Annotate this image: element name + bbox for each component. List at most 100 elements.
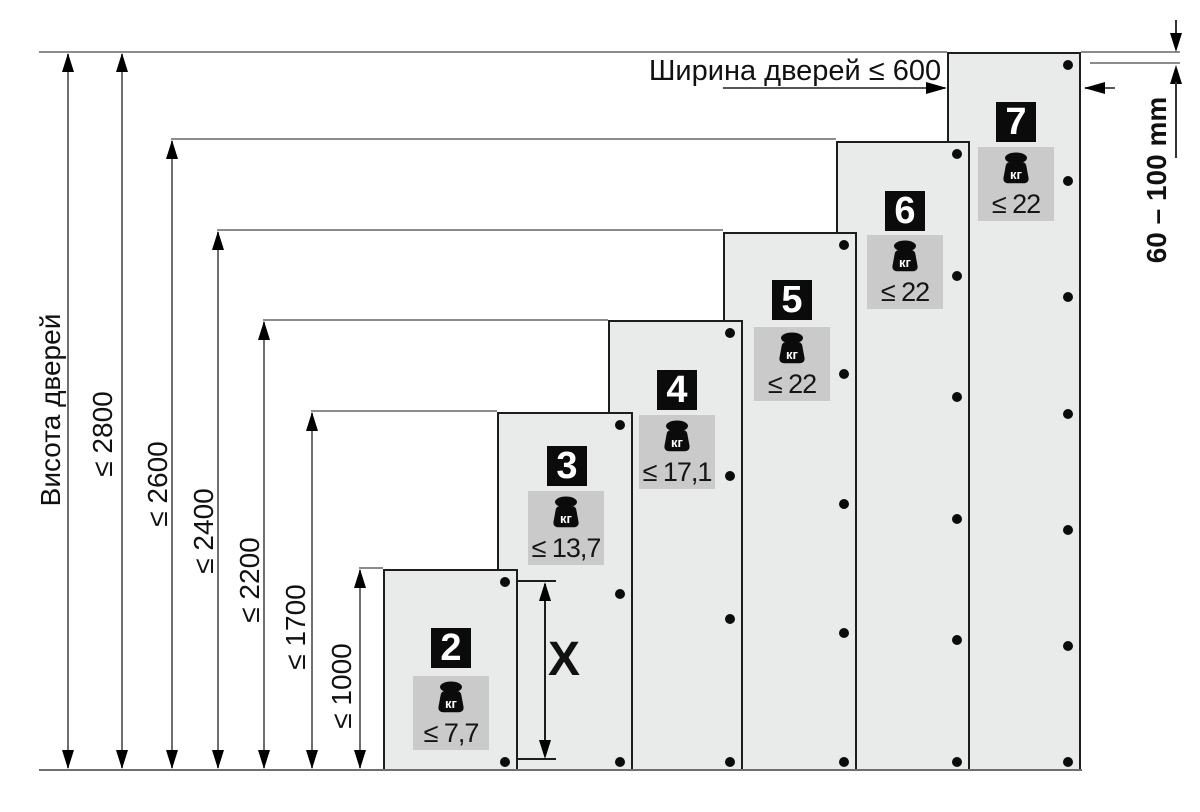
height-limit-label-2800: ≤ 2800 <box>87 391 118 477</box>
arrow-up-icon <box>258 321 270 340</box>
hinge-dot <box>952 392 962 403</box>
height-limit-label-2200: ≤ 2200 <box>234 537 265 623</box>
height-limit-label-1700: ≤ 1700 <box>280 584 311 670</box>
hinge-dot <box>1063 640 1073 651</box>
hinge-count-badge: 2 <box>431 628 471 669</box>
svg-text:кг: кг <box>445 696 458 711</box>
hinge-dot <box>615 757 625 767</box>
arrow-down-icon <box>116 750 128 769</box>
arrow-down-icon <box>539 740 551 759</box>
hinge-dot <box>615 588 625 599</box>
hinge-count-badge: 6 <box>885 191 925 232</box>
arrow-down-icon <box>354 750 366 769</box>
hinge-dot <box>839 627 849 638</box>
offset-dim-upper-shaft <box>1175 20 1177 36</box>
hinge-dot <box>952 757 962 767</box>
arrow-up-icon <box>116 53 128 72</box>
svg-text:кг: кг <box>786 347 799 362</box>
offset-dim-lower-shaft <box>1175 82 1177 158</box>
door-panel-3: 3 кг ≤ 13,7 <box>497 412 633 771</box>
dim-shaft-1000 <box>359 570 361 768</box>
x-dim-bottom-tick <box>516 758 556 760</box>
svg-text:кг: кг <box>560 511 573 526</box>
arrow-up-icon <box>62 53 74 72</box>
weight-kg-icon: кг <box>438 681 464 713</box>
weight-kg-icon: кг <box>664 420 690 452</box>
svg-text:кг: кг <box>1010 167 1023 182</box>
arrow-up-icon <box>166 140 178 159</box>
hinge-dot <box>839 369 849 380</box>
hinge-dot <box>500 757 510 767</box>
hinge-dot <box>725 757 735 767</box>
height-limit-label-2400: ≤ 2400 <box>188 488 219 574</box>
arrow-down-icon <box>62 750 74 769</box>
hinge-spacing-label: X <box>548 633 581 686</box>
max-weight-box: кг ≤ 17,1 <box>639 415 715 489</box>
hinge-count-badge: 4 <box>657 370 697 411</box>
ext-line-2200 <box>263 319 608 321</box>
ext-line-2400 <box>217 229 723 231</box>
hinge-dot <box>952 635 962 646</box>
hinge-dot <box>1063 60 1073 70</box>
hinge-dot <box>1063 408 1073 419</box>
weight-kg-icon: кг <box>892 240 918 272</box>
weight-kg-icon: кг <box>553 496 579 528</box>
max-weight-box: кг ≤ 22 <box>978 147 1054 221</box>
hinge-dot <box>615 420 625 430</box>
hinge-dot <box>839 240 849 250</box>
max-weight-box: кг ≤ 13,7 <box>528 491 604 565</box>
arrow-down-icon <box>212 750 224 769</box>
weight-kg-icon: кг <box>779 332 805 364</box>
hinge-dot <box>1063 524 1073 535</box>
ext-line-1000 <box>359 567 383 569</box>
hinge-dot <box>1063 292 1073 303</box>
height-limit-label-2600: ≤ 2600 <box>142 441 173 527</box>
door-panel-2: 2 кг ≤ 7,7 <box>383 569 518 771</box>
arrow-right-icon <box>926 82 947 94</box>
arrow-up-icon <box>354 569 366 588</box>
door-panel-6: 6 кг ≤ 22 <box>836 141 970 771</box>
max-weight-box: кг ≤ 7,7 <box>413 676 489 750</box>
arrow-down-icon <box>166 750 178 769</box>
hinge-dot <box>725 471 735 481</box>
hinge-dot <box>839 757 849 767</box>
max-weight-value: ≤ 13,7 <box>531 533 602 563</box>
hinge-dot <box>1063 176 1073 187</box>
hinge-axis-ext-line <box>1090 62 1180 64</box>
door-panel-5: 5 кг ≤ 22 <box>723 232 857 771</box>
hinge-count-badge: 3 <box>547 446 587 487</box>
arrow-up-icon <box>1170 65 1182 84</box>
hinge-dot <box>1063 757 1073 767</box>
hinge-dot <box>952 513 962 524</box>
hinge-dot <box>725 614 735 624</box>
door-height-label: Висота дверей <box>35 313 66 507</box>
svg-text:кг: кг <box>899 255 912 270</box>
arrow-down-icon <box>258 750 270 769</box>
dim-shaft-2200 <box>263 322 265 768</box>
weight-kg-icon: кг <box>1003 152 1029 184</box>
panel7-top-ext-line <box>1081 51 1180 53</box>
door-width-dim-line <box>723 87 945 89</box>
dim-shaft-2600 <box>171 141 173 768</box>
max-weight-value: ≤ 17,1 <box>642 457 713 487</box>
arrow-up-icon <box>212 231 224 250</box>
floor-line <box>39 769 1082 771</box>
hinge-edge-offset-label: 60 – 100 mm <box>1141 96 1172 264</box>
ext-line-top-2800 <box>39 51 947 53</box>
ext-line-2600 <box>171 138 836 140</box>
max-weight-value: ≤ 22 <box>767 369 817 399</box>
dim-shaft-1700 <box>311 413 313 768</box>
door-width-label: Ширина дверей ≤ 600 <box>648 55 942 87</box>
x-dim-shaft <box>544 584 546 756</box>
dim-shaft-2800 <box>121 54 123 768</box>
hinge-count-badge: 7 <box>996 102 1036 143</box>
max-weight-box: кг ≤ 22 <box>754 327 830 401</box>
x-dim-top-tick <box>516 580 556 582</box>
max-weight-value: ≤ 22 <box>880 277 930 307</box>
max-weight-box: кг ≤ 22 <box>867 235 943 309</box>
dim-shaft-door-height <box>67 54 69 768</box>
hinge-dot <box>725 328 735 338</box>
hinge-dot <box>839 498 849 509</box>
arrow-up-icon <box>539 582 551 601</box>
